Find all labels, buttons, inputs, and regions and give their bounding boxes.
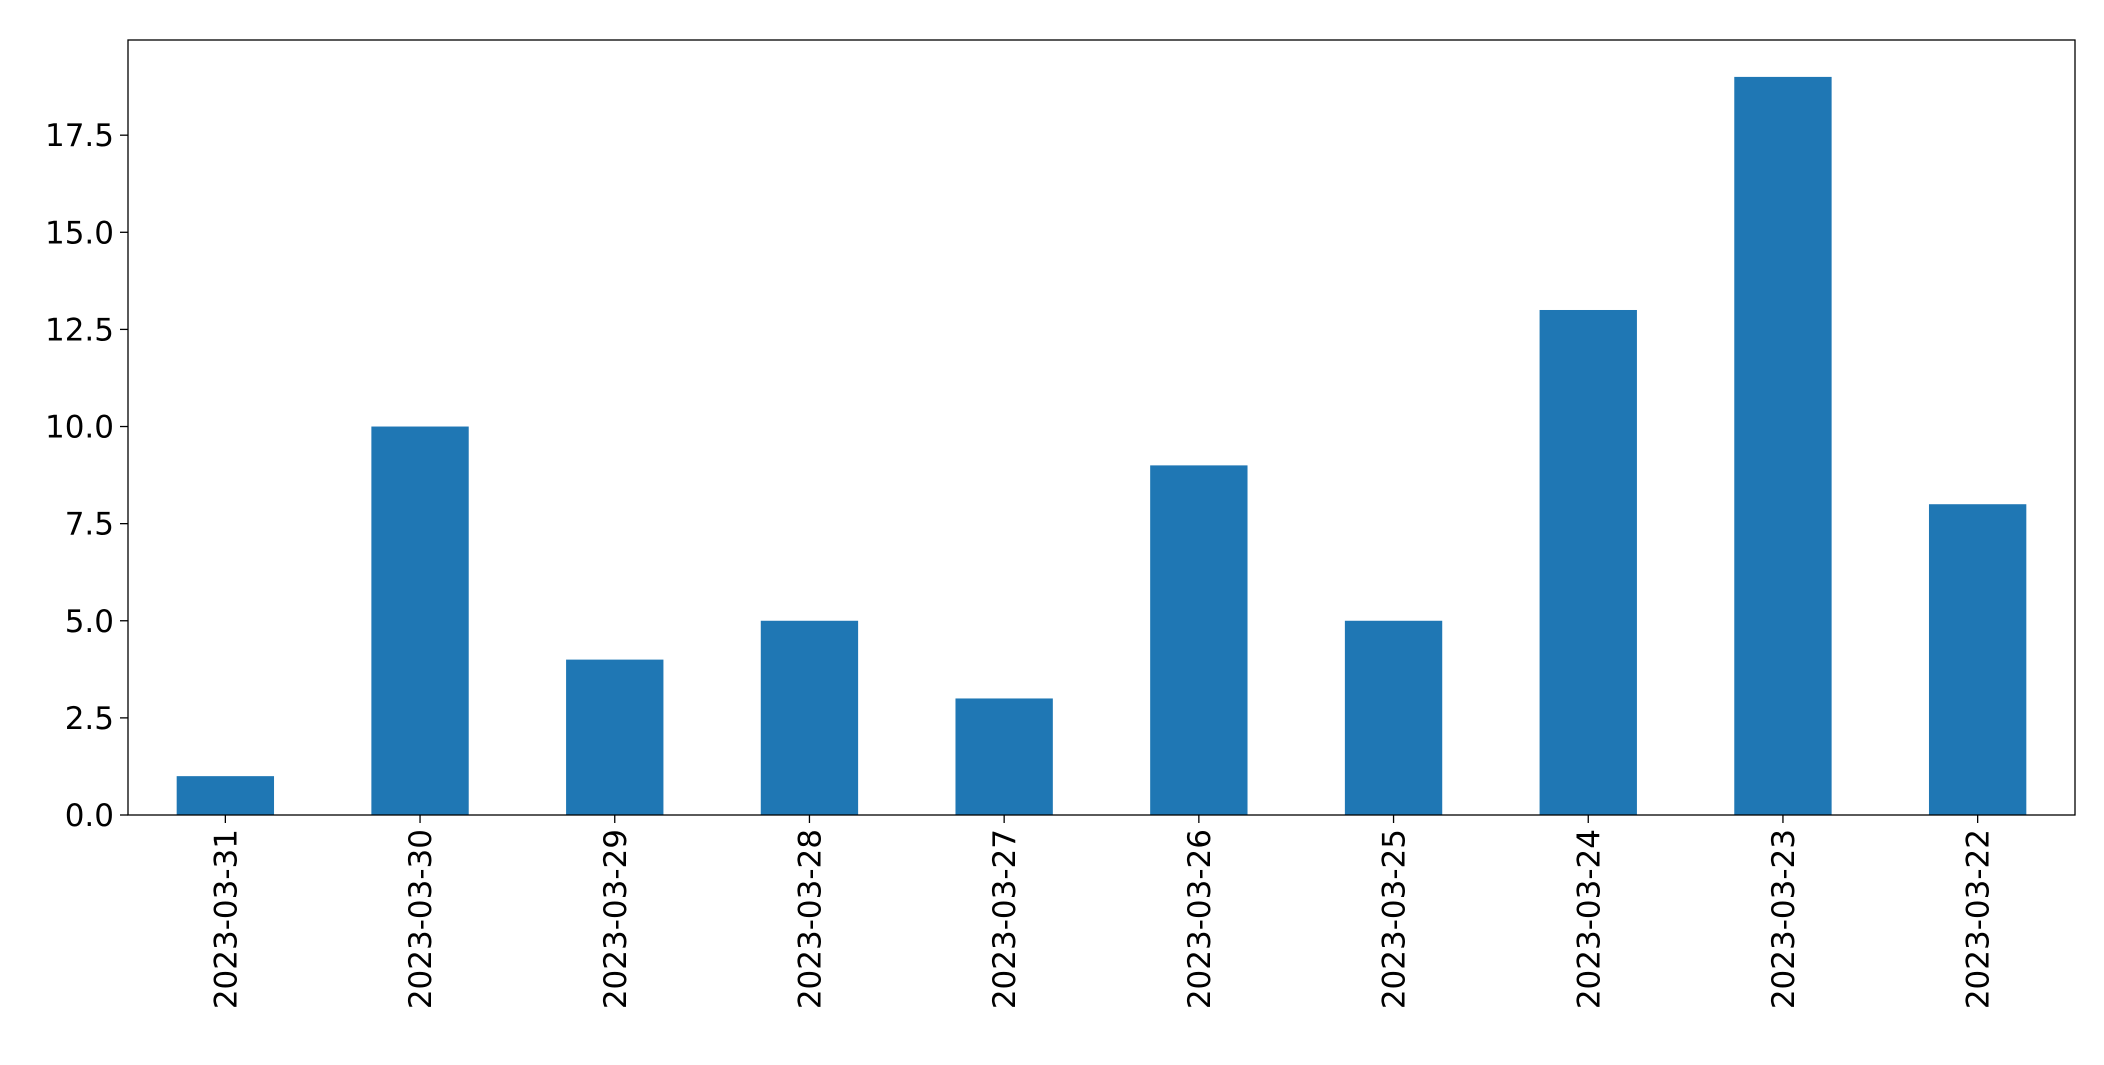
x-tick-label: 2023-03-29 (598, 829, 634, 1009)
bar-2023-03-27 (955, 698, 1053, 815)
bar-2023-03-24 (1539, 309, 1637, 815)
x-tick-label: 2023-03-23 (1766, 829, 1802, 1009)
bar-2023-03-23 (1734, 76, 1832, 815)
y-tick-label: 12.5 (45, 312, 114, 348)
bar-2023-03-25 (1344, 620, 1443, 815)
x-tick-label: 2023-03-30 (403, 829, 439, 1009)
x-tick-label: 2023-03-28 (792, 829, 828, 1009)
x-tick-label: 2023-03-26 (1182, 829, 1218, 1009)
bar-2023-03-31 (176, 776, 275, 815)
bars-layer (176, 76, 2027, 815)
x-axis: 2023-03-31 2023-03-30 2023-03-29 2023-03-28… (208, 815, 1997, 1009)
bar-2023-03-22 (1928, 504, 2027, 815)
bar-2023-03-28 (760, 620, 859, 815)
y-tick-label: 10.0 (45, 410, 114, 446)
bar-2023-03-26 (1150, 465, 1248, 815)
plot-area-frame (127, 39, 2076, 816)
x-tick-label: 2023-03-22 (1961, 829, 1997, 1009)
x-tick-label: 2023-03-24 (1571, 829, 1607, 1009)
bar-2023-03-30 (371, 426, 469, 815)
y-axis: 0.0 2.5 5.0 7.5 10.0 12.5 15.0 17.5 (45, 118, 128, 834)
y-tick-label: 2.5 (65, 701, 114, 737)
y-tick-label: 17.5 (45, 118, 114, 154)
x-tick-label: 2023-03-31 (208, 829, 244, 1009)
y-tick-label: 7.5 (65, 507, 114, 543)
bar-2023-03-29 (566, 659, 664, 815)
y-tick-label: 15.0 (45, 215, 114, 251)
x-tick-label: 2023-03-27 (987, 829, 1023, 1009)
y-tick-label: 0.0 (65, 798, 114, 834)
x-tick-label: 2023-03-25 (1377, 829, 1413, 1009)
y-tick-label: 5.0 (65, 604, 114, 640)
